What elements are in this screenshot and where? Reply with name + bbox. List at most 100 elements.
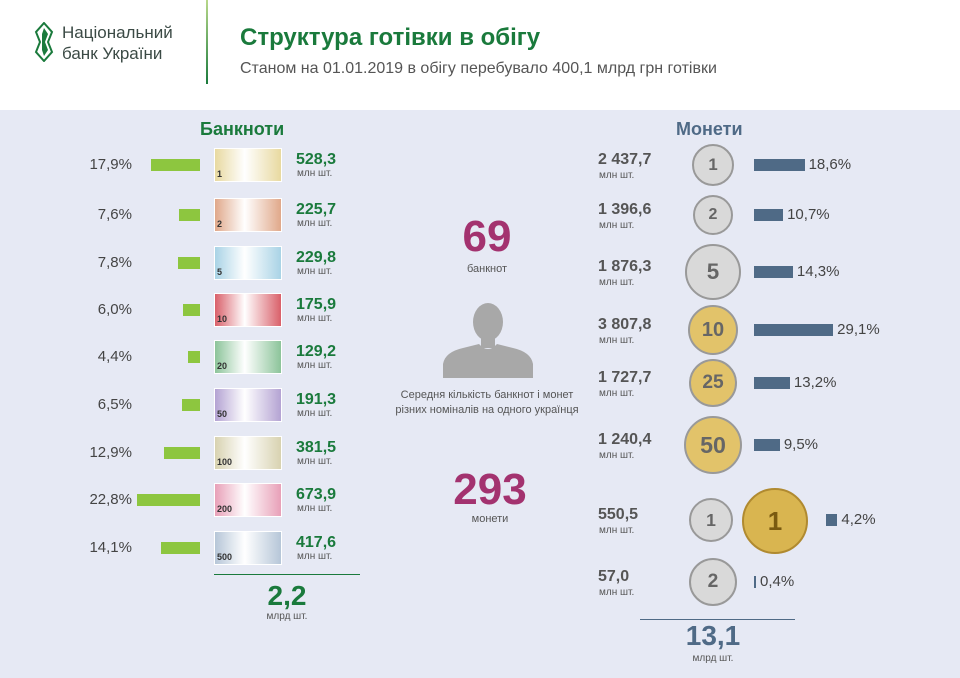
page-title: Структура готівки в обігу	[240, 24, 541, 51]
banknote-bar	[182, 399, 200, 411]
coin-image: 2	[689, 558, 737, 606]
coin-count: 1 876,3	[598, 258, 652, 275]
banknote-image: 50	[214, 388, 282, 422]
banknote-count: 381,5	[296, 439, 337, 456]
banknote-percent: 6,0%	[97, 301, 132, 318]
banknote-bar	[164, 447, 200, 459]
coin-image: 1	[689, 498, 733, 542]
coin-unit: млн шт.	[599, 277, 635, 288]
banknote-image: 5	[214, 246, 282, 280]
banknotes-per-person-label: банкнот	[466, 263, 508, 275]
coin-bar	[754, 266, 793, 278]
banknote-unit: млн шт.	[297, 551, 333, 562]
coin-unit: млн шт.	[599, 525, 635, 536]
banknote-image: 2	[214, 198, 282, 232]
coin-unit: млн шт.	[599, 335, 635, 346]
coin-bar	[754, 159, 805, 171]
coin-bar	[754, 209, 784, 221]
page-subtitle: Станом на 01.01.2019 в обігу перебувало …	[240, 60, 717, 77]
coin-percent: 10,7%	[787, 206, 830, 223]
banknote-percent: 7,6%	[97, 206, 132, 223]
coin-percent: 13,2%	[793, 374, 837, 391]
coin-bar	[754, 377, 790, 389]
banknote-count: 229,8	[296, 249, 337, 266]
coin-bar	[826, 514, 838, 526]
banknote-unit: млн шт.	[297, 266, 333, 277]
coin-image: 5	[685, 244, 741, 300]
banknote-count: 129,2	[296, 343, 337, 360]
banknote-percent: 6,5%	[97, 396, 132, 413]
banknotes-total-unit: млрд шт.	[266, 611, 308, 622]
coin-bar	[754, 324, 834, 336]
coins-total-line	[640, 619, 795, 620]
banknote-image: 200	[214, 483, 282, 517]
banknote-image: 100	[214, 436, 282, 470]
banknote-image: 20	[214, 340, 282, 374]
coin-percent: 29,1%	[837, 321, 880, 338]
coin-count: 1 396,6	[598, 201, 652, 218]
banknotes-title: Банкноти	[200, 119, 285, 139]
coin-image: 25	[689, 359, 737, 407]
banknote-bar	[187, 351, 200, 363]
center-description: Середня кількість банкнот і монет різних…	[395, 389, 579, 416]
banknote-count: 528,3	[296, 151, 337, 168]
banknote-count: 673,9	[296, 486, 337, 503]
coin-image: 10	[688, 305, 738, 355]
coin-unit: млн шт.	[599, 587, 635, 598]
coin-unit: млн шт.	[599, 220, 635, 231]
coins-total: 13,1	[685, 620, 741, 651]
logo-text: Національний банк України	[62, 22, 173, 64]
coins-per-person-label: монети	[471, 513, 509, 525]
banknote-unit: млн шт.	[297, 313, 333, 324]
banknotes-per-person: 69	[462, 212, 512, 261]
nbu-logo-icon	[34, 22, 54, 62]
banknote-percent: 22,8%	[89, 491, 132, 508]
coin-count: 550,5	[598, 506, 639, 523]
banknote-count: 191,3	[296, 391, 337, 408]
banknotes-total-line	[214, 574, 360, 575]
coin-unit: млн шт.	[599, 170, 635, 181]
banknote-unit: млн шт.	[297, 218, 333, 229]
banknote-unit: млн шт.	[297, 360, 333, 371]
logo-line2: банк України	[62, 44, 163, 63]
banknote-bar	[150, 159, 200, 171]
coin-count: 3 807,8	[598, 316, 652, 333]
banknote-count: 225,7	[296, 201, 337, 218]
coin-percent: 9,5%	[783, 436, 819, 453]
banknote-bar	[137, 494, 200, 506]
banknote-image: 1	[214, 148, 282, 182]
coin-count: 57,0	[598, 568, 630, 585]
banknote-bar	[183, 304, 200, 316]
coin-percent: 0,4%	[760, 573, 795, 590]
banknotes-total: 2,2	[267, 580, 307, 611]
banknote-count: 417,6	[296, 534, 337, 551]
coin-percent: 18,6%	[808, 156, 852, 173]
person-icon	[443, 303, 533, 378]
coin-unit: млн шт.	[599, 388, 635, 399]
banknote-bar	[178, 257, 200, 269]
banknote-bar	[161, 542, 200, 554]
coins-title: Монети	[676, 119, 743, 139]
banknote-percent: 14,1%	[89, 539, 132, 556]
hryvnia-coin-image: 1	[742, 488, 808, 554]
coin-unit: млн шт.	[599, 450, 635, 461]
banknote-percent: 4,4%	[97, 348, 132, 365]
banknote-percent: 17,9%	[89, 156, 132, 173]
coin-bar	[754, 439, 780, 451]
banknote-count: 175,9	[296, 296, 337, 313]
coin-bar	[754, 576, 756, 588]
banknote-unit: млн шт.	[297, 168, 333, 179]
banknote-bar	[179, 209, 200, 221]
header	[0, 0, 960, 110]
coin-image: 1	[692, 144, 734, 186]
coin-image: 50	[684, 416, 742, 474]
coin-percent: 4,2%	[841, 511, 876, 528]
banknote-unit: млн шт.	[297, 408, 333, 419]
banknote-unit: млн шт.	[297, 503, 333, 514]
banknote-image: 500	[214, 531, 282, 565]
coin-count: 1 727,7	[598, 369, 652, 386]
banknote-percent: 7,8%	[97, 254, 132, 271]
coins-per-person: 293	[453, 465, 527, 514]
logo-line1: Національний	[62, 23, 173, 42]
coin-count: 1 240,4	[598, 431, 652, 448]
